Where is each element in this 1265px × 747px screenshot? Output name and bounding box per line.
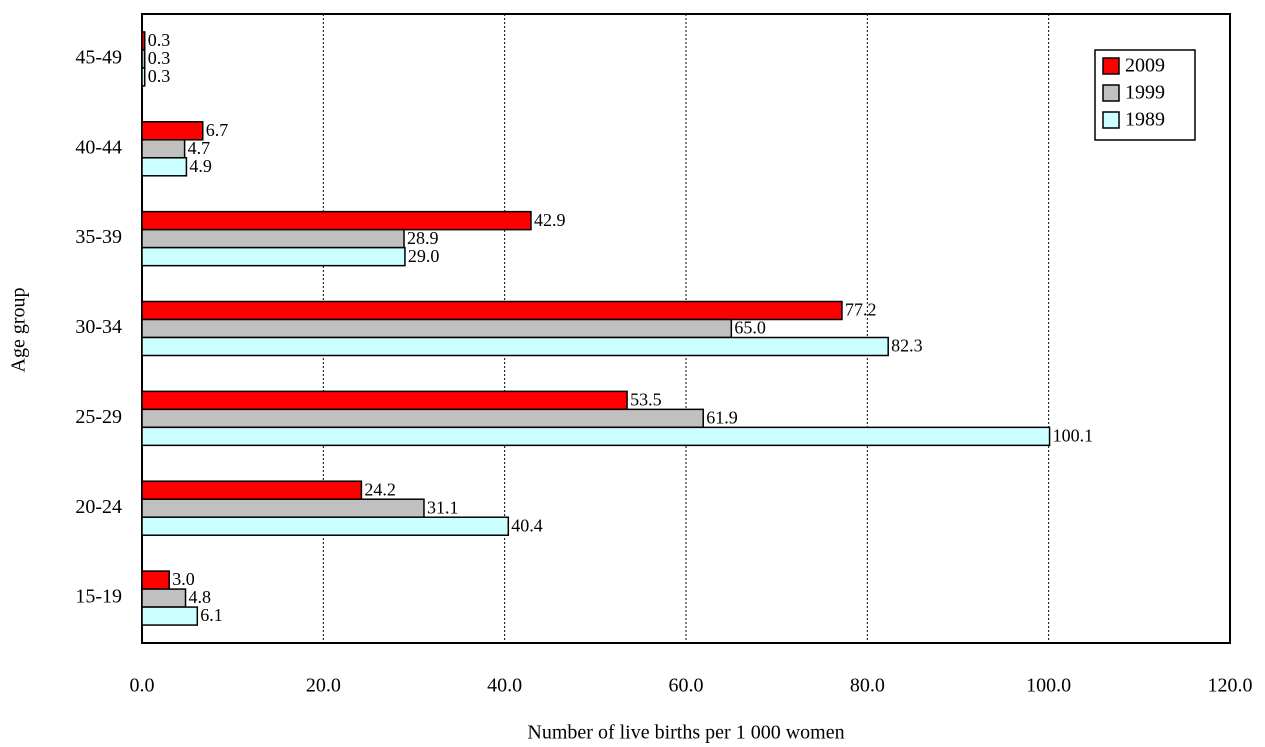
value-label: 24.2 xyxy=(364,479,396,499)
legend-label: 1999 xyxy=(1125,82,1165,104)
x-tick-label: 60.0 xyxy=(669,675,704,697)
value-label: 4.8 xyxy=(189,587,212,607)
x-tick-label: 100.0 xyxy=(1026,675,1071,697)
bar xyxy=(141,390,628,411)
bar xyxy=(141,31,146,51)
y-tick-label: 45-49 xyxy=(75,47,122,69)
value-label: 0.3 xyxy=(148,48,171,68)
y-tick-label: 20-24 xyxy=(75,496,122,518)
value-label: 0.3 xyxy=(148,30,171,50)
value-label: 65.0 xyxy=(734,318,766,338)
legend-swatch xyxy=(1102,57,1120,75)
y-tick-label: 40-44 xyxy=(75,136,122,158)
value-label: 3.0 xyxy=(172,569,195,589)
bar xyxy=(141,246,406,267)
value-label: 100.1 xyxy=(1053,425,1094,445)
value-label: 61.9 xyxy=(706,407,738,427)
value-label: 6.1 xyxy=(200,605,223,625)
x-axis-title: Number of live births per 1 000 women xyxy=(527,722,844,744)
value-label: 77.2 xyxy=(845,300,877,320)
value-label: 6.7 xyxy=(206,120,229,140)
bar xyxy=(141,228,405,249)
bar xyxy=(141,570,170,590)
value-label: 28.9 xyxy=(407,228,439,248)
bar xyxy=(141,157,188,177)
legend-swatch xyxy=(1102,111,1120,129)
value-label: 42.9 xyxy=(534,210,566,230)
x-tick-label: 120.0 xyxy=(1208,675,1253,697)
bar xyxy=(141,318,733,339)
value-label: 82.3 xyxy=(891,336,923,356)
value-label: 53.5 xyxy=(630,389,662,409)
y-tick-label: 35-39 xyxy=(75,226,122,248)
x-tick-label: 40.0 xyxy=(487,675,522,697)
y-tick-label: 15-19 xyxy=(75,586,122,608)
x-tick-label: 20.0 xyxy=(306,675,341,697)
bar xyxy=(141,606,199,626)
legend-swatch xyxy=(1102,84,1120,102)
bar xyxy=(141,139,186,159)
y-tick-label: 30-34 xyxy=(75,316,122,338)
bar xyxy=(141,480,363,500)
bar xyxy=(141,67,146,87)
value-label: 40.4 xyxy=(511,515,543,535)
y-tick-label: 25-29 xyxy=(75,406,122,428)
value-label: 4.7 xyxy=(188,138,211,158)
bar xyxy=(141,210,532,231)
legend-label: 2009 xyxy=(1125,55,1165,77)
x-tick-label: 80.0 xyxy=(850,675,885,697)
bar xyxy=(141,588,187,608)
bar xyxy=(141,498,425,518)
value-label: 0.3 xyxy=(148,66,171,86)
bar xyxy=(141,336,889,357)
value-label: 4.9 xyxy=(189,156,212,176)
bar xyxy=(141,516,510,536)
bar xyxy=(141,426,1051,447)
bar xyxy=(141,408,704,429)
value-label: 29.0 xyxy=(408,246,440,266)
x-tick-label: 0.0 xyxy=(130,675,155,697)
bar xyxy=(141,49,146,69)
value-label: 31.1 xyxy=(427,497,459,517)
legend-label: 1989 xyxy=(1125,109,1165,131)
y-axis-title: Age group xyxy=(8,288,30,373)
